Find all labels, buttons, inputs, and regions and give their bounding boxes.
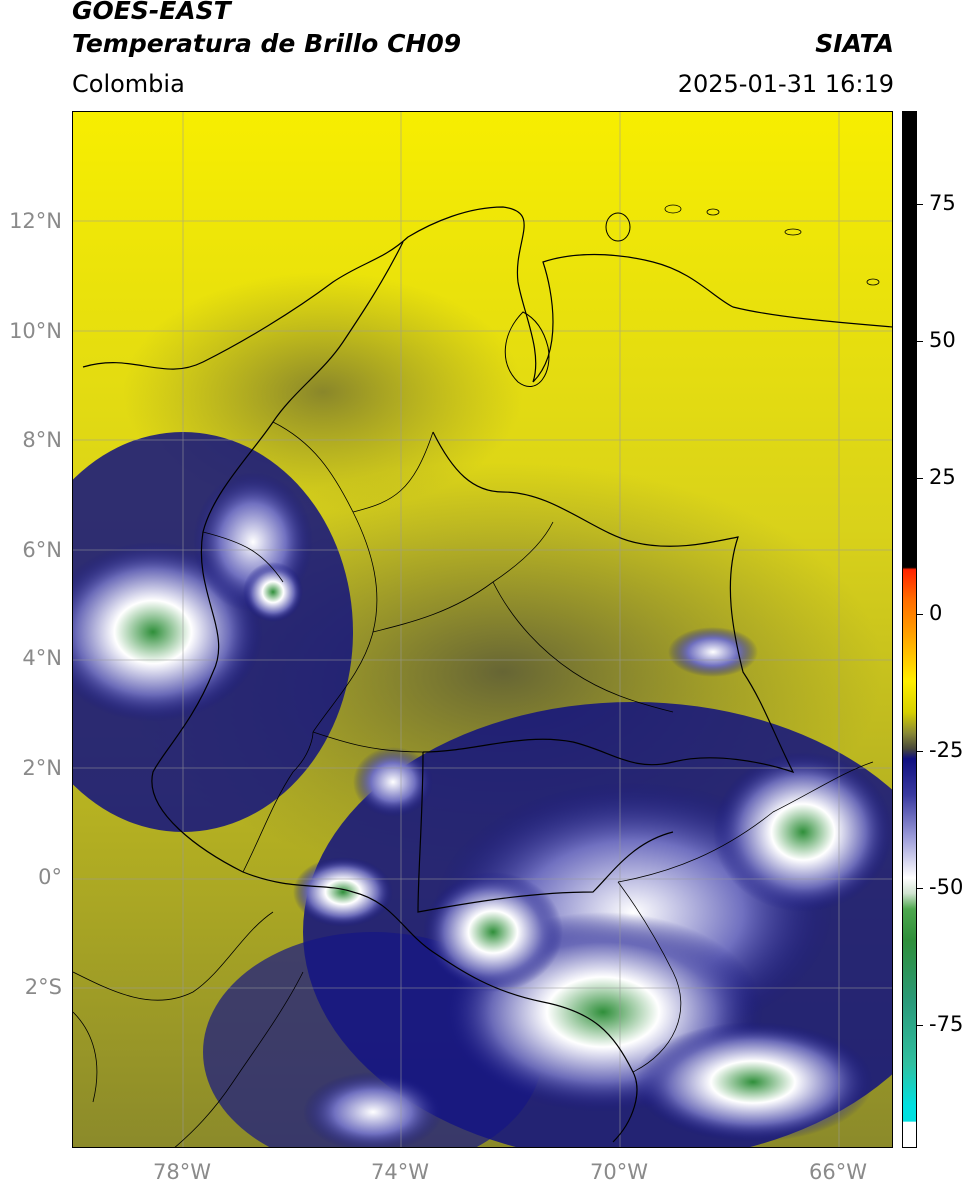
satellite-map[interactable]: [72, 111, 893, 1148]
lat-label-12n: 12°N: [9, 209, 62, 233]
datetime-label: 2025-01-31 16:19: [677, 70, 894, 98]
lon-label-66w: 66°W: [809, 1160, 867, 1184]
lat-label-2s: 2°S: [24, 975, 62, 999]
lat-label-8n: 8°N: [22, 428, 62, 452]
lon-label-78w: 78°W: [153, 1160, 211, 1184]
lat-label-2n: 2°N: [22, 756, 62, 780]
borders: [73, 204, 892, 1147]
colorbar-label-25: 25: [929, 465, 956, 489]
lon-label-70w: 70°W: [590, 1160, 648, 1184]
map-canvas: [73, 112, 892, 1147]
colorbar-label-75: 75: [929, 191, 956, 215]
graticule: [73, 112, 892, 1147]
lat-label-4n: 4°N: [22, 646, 62, 670]
colorbar-label-50: 50: [929, 328, 956, 352]
product-title: Temperatura de Brillo CH09: [72, 29, 462, 58]
lat-label-6n: 6°N: [22, 538, 62, 562]
lat-label-10n: 10°N: [9, 319, 62, 343]
colorbar-label-minus75: -75: [929, 1012, 964, 1036]
colorbar-label-minus25: -25: [929, 738, 964, 762]
region-label: Colombia: [72, 70, 185, 98]
agency-label: SIATA: [815, 29, 894, 58]
satellite-title: GOES-EAST: [72, 0, 231, 25]
lat-label-0: 0°: [38, 865, 62, 889]
colorbar: [902, 111, 917, 1148]
colorbar-label-0: 0: [929, 601, 943, 625]
colorbar-label-minus50: -50: [929, 875, 964, 899]
lon-label-74w: 74°W: [371, 1160, 429, 1184]
